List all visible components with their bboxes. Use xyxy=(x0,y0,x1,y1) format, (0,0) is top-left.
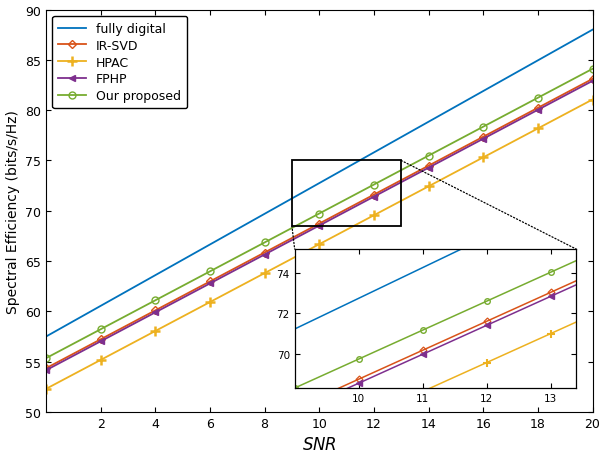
Legend: fully digital, IR-SVD, HPAC, FPHP, Our proposed: fully digital, IR-SVD, HPAC, FPHP, Our p… xyxy=(52,17,187,109)
X-axis label: $SNR$: $SNR$ xyxy=(302,436,337,453)
Bar xyxy=(292,161,401,226)
Y-axis label: Spectral Efficiency (bits/s/Hz): Spectral Efficiency (bits/s/Hz) xyxy=(5,110,19,313)
